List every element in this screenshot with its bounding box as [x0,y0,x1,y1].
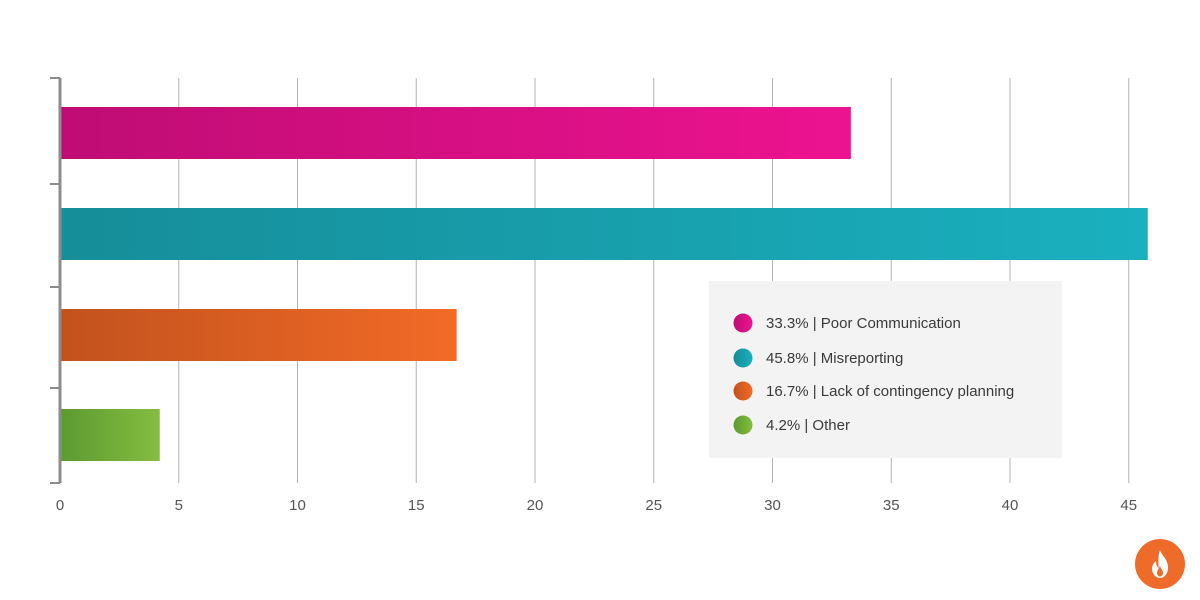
bar-1 [60,208,1148,260]
x-tick-label-25: 25 [645,497,662,514]
x-tick-label-35: 35 [883,497,900,514]
bar-2 [60,309,457,361]
flame-icon [1135,539,1185,589]
y-axis [50,77,62,484]
x-tick-label-15: 15 [408,497,425,514]
legend-item: 16.7% | Lack of contingency planning [733,381,1014,401]
legend: 33.3% | Poor Communication 45.8% | Misrep… [709,281,1062,458]
bars [60,107,1148,461]
legend-label-1: 45.8% | Misreporting [766,350,903,367]
legend-swatch-2 [733,381,753,401]
x-tick-label-20: 20 [527,497,544,514]
x-tick-label-10: 10 [289,497,306,514]
x-tick-label-45: 45 [1120,497,1137,514]
x-tick-label-5: 5 [175,497,183,514]
legend-item: 4.2% | Other [733,415,850,435]
legend-item: 33.3% | Poor Communication [733,313,961,333]
x-tick-label-40: 40 [1002,497,1019,514]
bar-3 [60,409,160,461]
x-tick-label-30: 30 [764,497,781,514]
legend-label-3: 4.2% | Other [766,417,850,434]
bar-0 [60,107,851,159]
legend-item: 45.8% | Misreporting [733,348,903,368]
x-axis-ticks: 0 5 10 15 20 25 30 35 40 45 [56,497,1137,514]
legend-swatch-0 [733,313,753,333]
x-tick-label-0: 0 [56,497,64,514]
legend-box [709,281,1062,458]
legend-label-0: 33.3% | Poor Communication [766,315,961,332]
legend-swatch-1 [733,348,753,368]
legend-swatch-3 [733,415,753,435]
legend-label-2: 16.7% | Lack of contingency planning [766,383,1014,400]
